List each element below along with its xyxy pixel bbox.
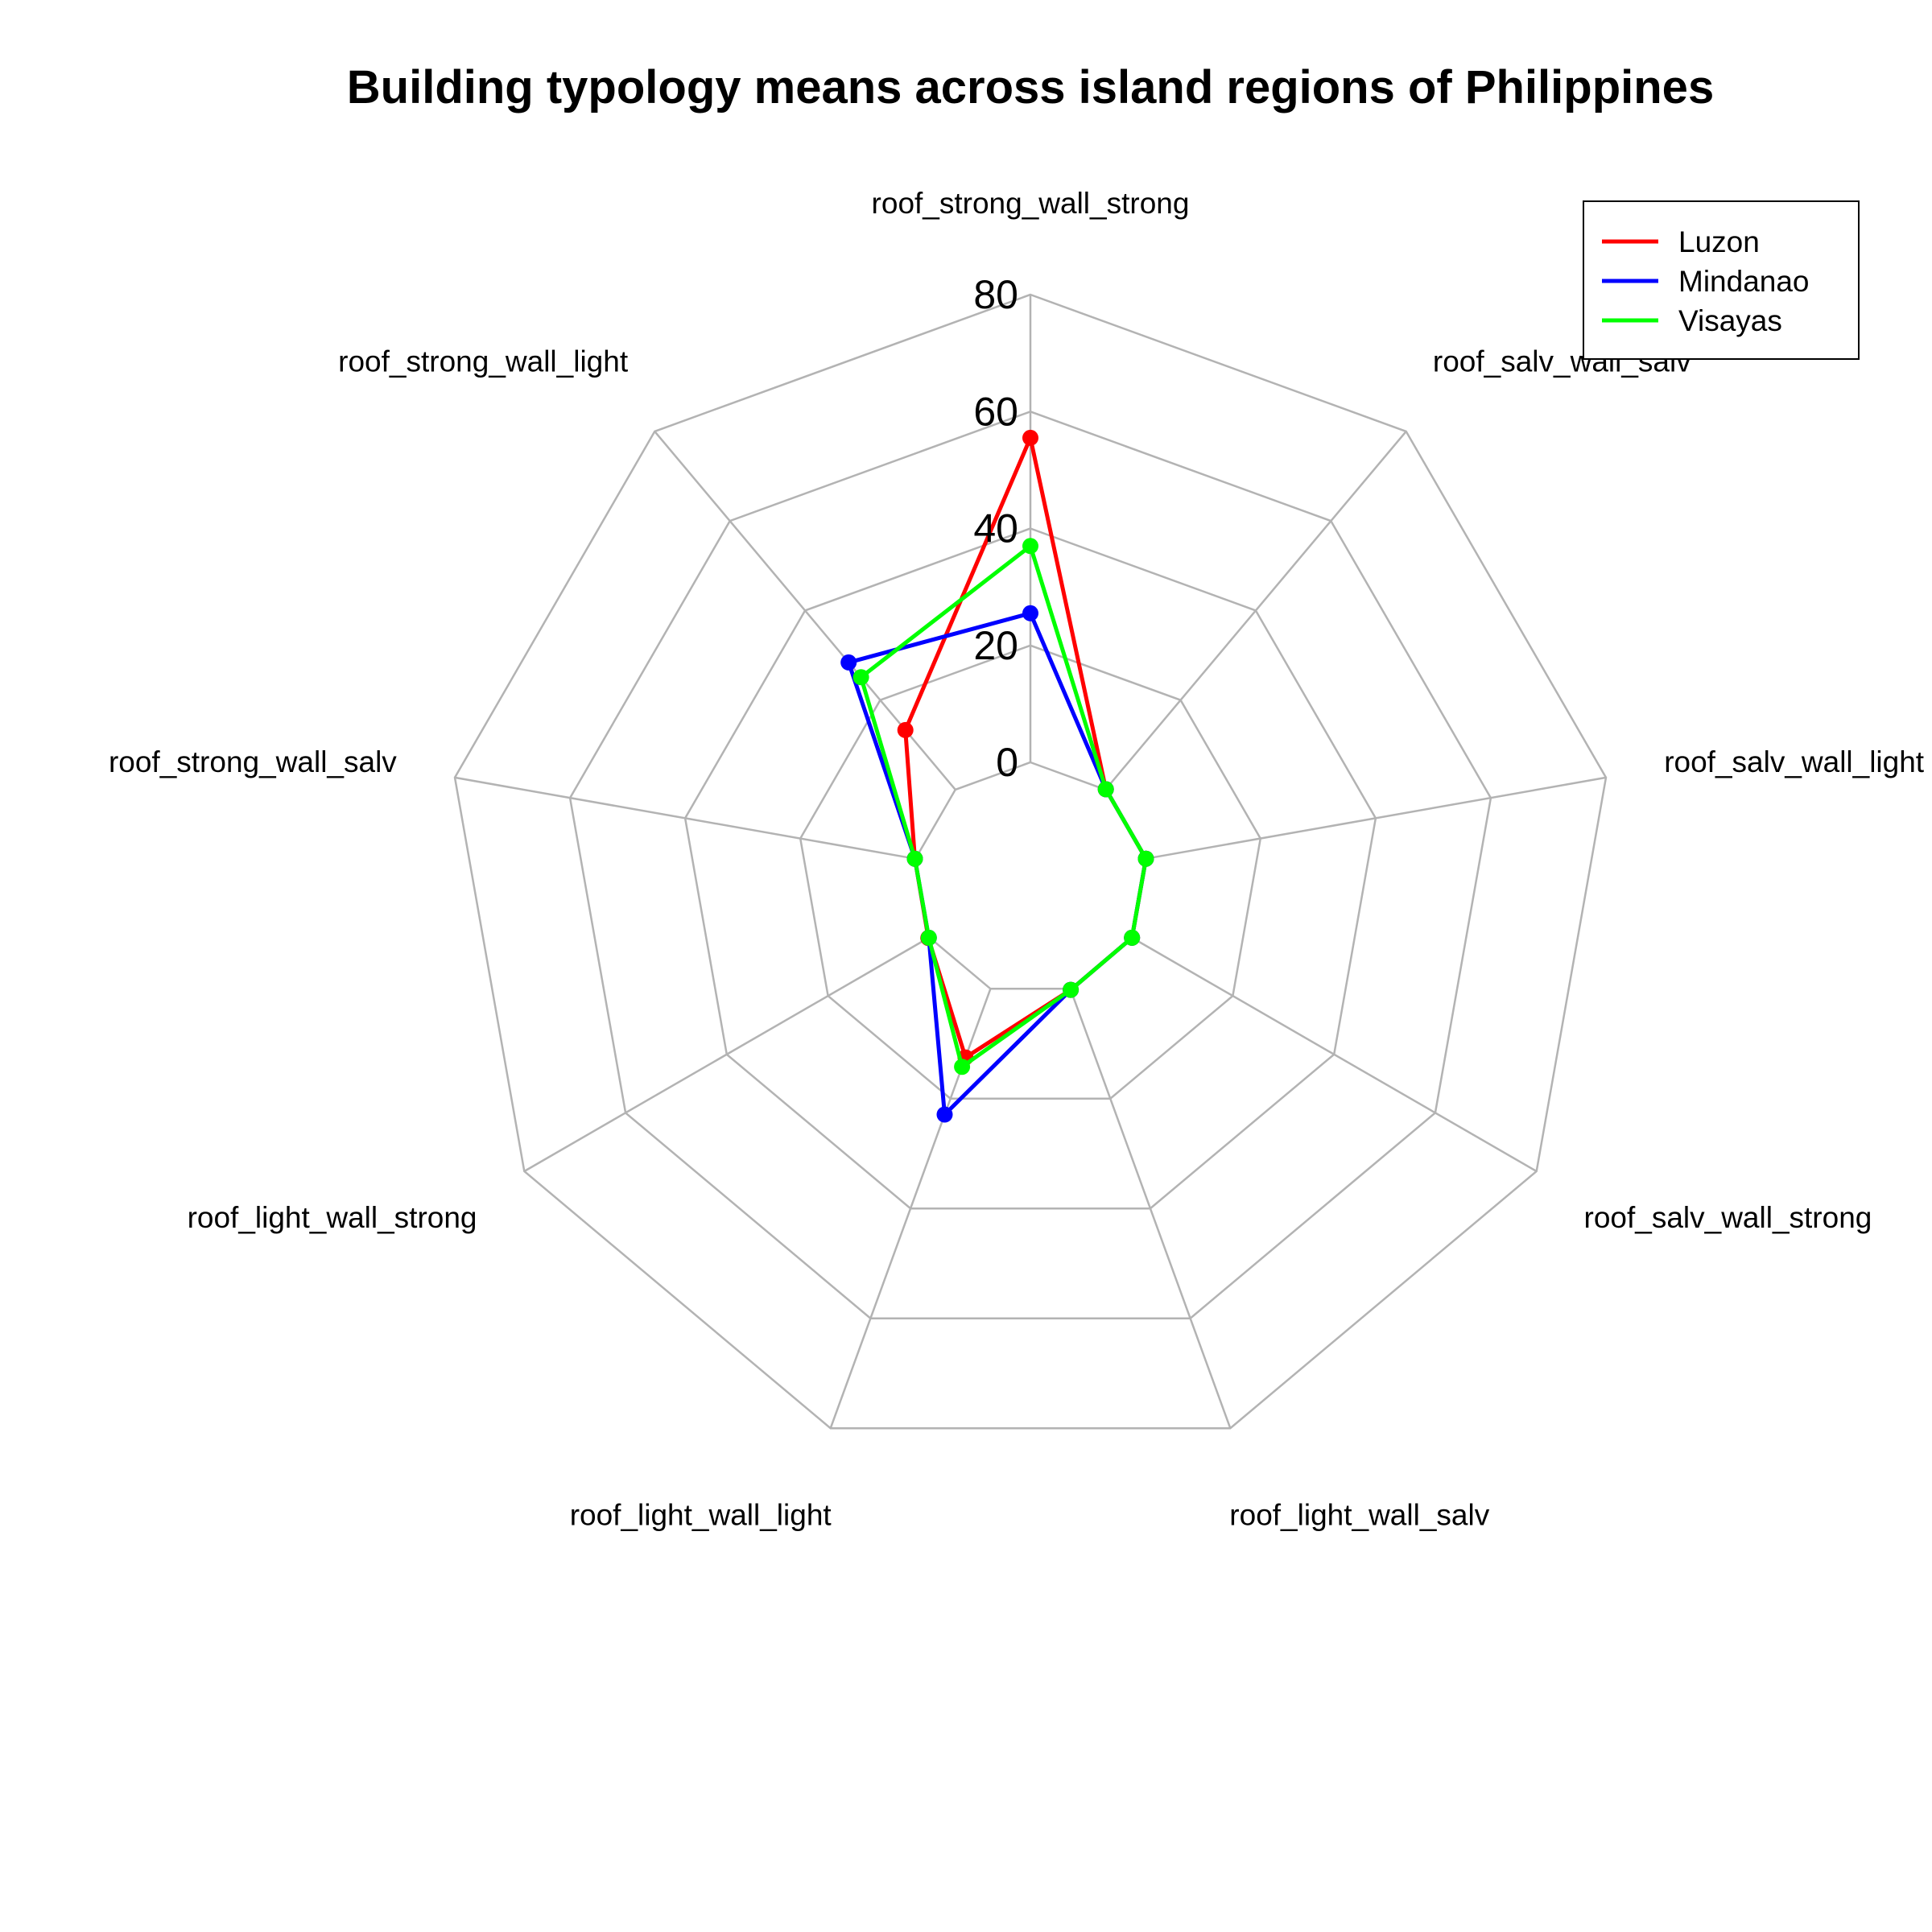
legend: Luzon Mindanao Visayas: [1583, 200, 1860, 360]
legend-label-visayas: Visayas: [1678, 304, 1782, 337]
data-point-visayas-roof-strong-wall-strong: [1022, 538, 1038, 555]
radial-tick-labels: 0 20 40 60 80: [973, 272, 1018, 785]
data-point-visayas-roof-strong-wall-salv: [906, 850, 923, 867]
series-visayas: [852, 538, 1154, 1075]
axis-label-roof-strong-wall-salv: roof_strong_wall_salv: [109, 745, 397, 778]
grid-ring-20: [799, 644, 1262, 1100]
grid-ring-60: [568, 410, 1492, 1319]
tick-label-0: 0: [996, 740, 1018, 785]
data-point-visayas-roof-light-wall-salv: [1063, 981, 1080, 998]
grid-spoke: [1069, 988, 1232, 1429]
data-point-visayas-roof-strong-wall-light: [852, 669, 869, 686]
tick-label-80: 80: [973, 272, 1018, 317]
axis-labels: roof_strong_wall_strongroof_salv_wall_sa…: [109, 187, 1925, 1531]
axis-label-roof-light-wall-salv: roof_light_wall_salv: [1229, 1498, 1489, 1531]
grid-ring-40: [683, 527, 1377, 1210]
axis-label-roof-light-wall-strong: roof_light_wall_strong: [188, 1201, 477, 1234]
legend-label-luzon: Luzon: [1678, 225, 1760, 258]
grid-spoke: [523, 936, 931, 1173]
chart-title: Building typology means across island re…: [347, 61, 1714, 114]
axis-label-roof-light-wall-light: roof_light_wall_light: [570, 1498, 832, 1531]
tick-label-40: 40: [973, 506, 1018, 551]
series-line-visayas: [859, 543, 1148, 1069]
axis-label-roof-strong-wall-light: roof_strong_wall_light: [338, 345, 629, 378]
data-point-visayas-roof-light-wall-strong: [920, 929, 937, 946]
grid-spoke: [1104, 431, 1407, 791]
data-point-visayas-roof-salv-wall-salv: [1097, 781, 1114, 798]
grid-spoke: [1130, 936, 1538, 1173]
axis-label-roof-salv-wall-light: roof_salv_wall_light: [1664, 745, 1925, 778]
radar-grid: [453, 293, 1608, 1430]
tick-label-20: 20: [973, 623, 1018, 668]
data-series: [840, 429, 1154, 1123]
data-point-visayas-roof-salv-wall-light: [1137, 850, 1154, 867]
axis-label-roof-strong-wall-strong: roof_strong_wall_strong: [872, 187, 1190, 220]
legend-label-mindanao: Mindanao: [1678, 265, 1810, 298]
data-point-luzon-roof-strong-wall-strong: [1022, 429, 1038, 446]
data-point-visayas-roof-light-wall-light: [954, 1059, 971, 1075]
data-point-mindanao-roof-strong-wall-light: [840, 654, 857, 671]
data-point-luzon-roof-strong-wall-light: [897, 721, 914, 738]
data-point-mindanao-roof-light-wall-light: [936, 1106, 953, 1123]
data-point-mindanao-roof-strong-wall-strong: [1022, 605, 1038, 621]
grid-spoke: [1145, 776, 1607, 861]
data-point-visayas-roof-salv-wall-strong: [1124, 929, 1141, 946]
tick-label-60: 60: [973, 389, 1018, 434]
grid-spoke: [454, 776, 916, 861]
grid-ring-80: [453, 293, 1608, 1430]
axis-label-roof-salv-wall-strong: roof_salv_wall_strong: [1584, 1201, 1872, 1234]
